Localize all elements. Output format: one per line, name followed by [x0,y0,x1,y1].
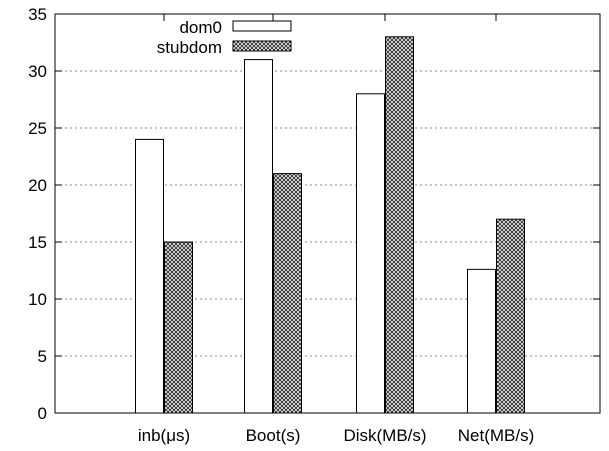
x-tick-label: Disk(MB/s) [343,426,426,445]
y-tick-label: 35 [28,5,47,24]
x-tick-label: Boot(s) [246,426,301,445]
y-tick-labels: 0 5 10 15 20 25 30 35 [28,5,47,423]
y-tick-label: 25 [28,119,47,138]
bar-dom0-2 [356,93,385,414]
bar-stubdom-0 [164,241,193,414]
bars [135,36,525,414]
bar-dom0-0 [135,138,164,414]
bar-stubdom-3 [496,218,525,414]
x-tick-label: inb(μs) [138,426,190,445]
plot-frame [54,13,601,414]
y-tick-label: 20 [28,176,47,195]
axes [54,13,601,414]
x-tick-labels: inb(μs) Boot(s) Disk(MB/s) Net(MB/s) [138,426,534,445]
legend-label-stubdom: stubdom [157,38,222,57]
legend-label-dom0: dom0 [179,18,222,37]
y-tick-label: 30 [28,62,47,81]
x-tick-label: Net(MB/s) [458,426,535,445]
y-tick-label: 15 [28,233,47,252]
y-tick-label: 10 [28,290,47,309]
bar-dom0-1 [244,59,273,414]
y-tick-label: 5 [38,347,47,366]
legend-swatch-dom0 [232,20,292,32]
y-tick-label: 0 [38,404,47,423]
bar-dom0-3 [467,268,496,414]
legend-swatch-stubdom [232,40,292,52]
bar-stubdom-1 [273,173,302,414]
bar-stubdom-2 [385,36,414,414]
